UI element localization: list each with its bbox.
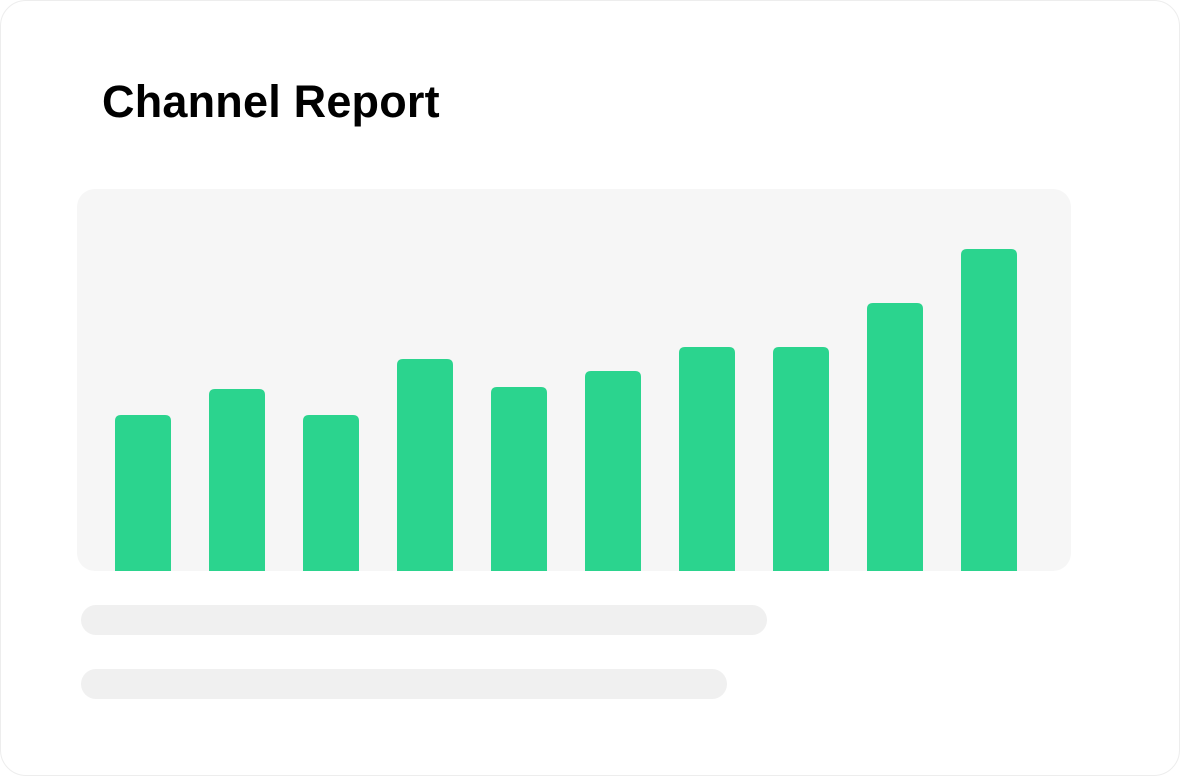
bar-3: [303, 415, 359, 571]
placeholder-line-1: [81, 605, 767, 635]
bar-2: [209, 389, 265, 571]
page-title: Channel Report: [102, 76, 440, 127]
placeholder-line-2: [81, 669, 727, 699]
bar-9: [867, 303, 923, 571]
bar-8: [773, 347, 829, 571]
bar-1: [115, 415, 171, 571]
chart-panel: [77, 189, 1071, 571]
bar-6: [585, 371, 641, 571]
bar-10: [961, 249, 1017, 571]
bar-chart: [115, 249, 1017, 571]
bar-4: [397, 359, 453, 571]
bar-5: [491, 387, 547, 571]
bar-7: [679, 347, 735, 571]
